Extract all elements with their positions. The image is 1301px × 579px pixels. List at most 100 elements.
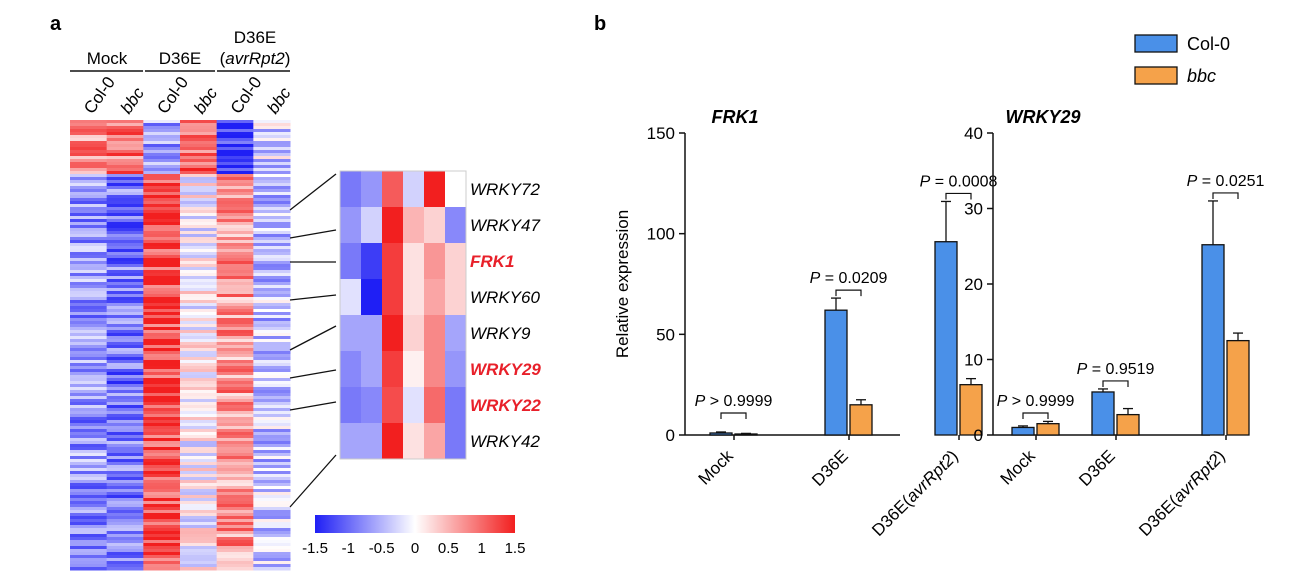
- heatmap-cell: [180, 210, 218, 214]
- heatmap-cell: [106, 528, 144, 532]
- heatmap-cell: [216, 459, 254, 463]
- heatmap-cell: [106, 510, 144, 514]
- panel-b-label: b: [594, 13, 606, 35]
- heatmap-cell: [143, 495, 181, 499]
- zoom-heatmap-cell: [403, 243, 425, 280]
- y-tick-label: 150: [647, 124, 675, 143]
- heatmap-cell: [216, 528, 254, 532]
- heatmap-cell: [253, 243, 291, 247]
- heatmap-cell: [180, 249, 218, 253]
- heatmap-cell: [143, 240, 181, 244]
- heatmap-cell: [216, 441, 254, 445]
- heatmap-cell: [143, 399, 181, 403]
- heatmap-cell: [216, 432, 254, 436]
- zoom-heatmap-cell: [382, 351, 404, 388]
- heatmap-cell: [70, 324, 108, 328]
- heatmap-cell: [106, 459, 144, 463]
- heatmap-cell: [253, 150, 291, 154]
- heatmap-cell: [216, 438, 254, 442]
- heatmap-cell: [143, 411, 181, 415]
- heatmap-cell: [70, 489, 108, 493]
- heatmap-cell: [216, 204, 254, 208]
- heatmap-cell: [180, 507, 218, 511]
- heatmap-cell: [180, 456, 218, 460]
- heatmap-cell: [106, 426, 144, 430]
- heatmap-cell: [70, 477, 108, 481]
- heatmap-cell: [143, 468, 181, 472]
- heatmap-cell: [216, 384, 254, 388]
- heatmap-cell: [70, 234, 108, 238]
- heatmap-cell: [106, 399, 144, 403]
- heatmap-cell: [253, 369, 291, 373]
- heatmap-cell: [70, 270, 108, 274]
- heatmap-cell: [180, 351, 218, 355]
- heatmap-cell: [70, 372, 108, 376]
- heatmap-cell: [106, 495, 144, 499]
- heatmap-cell: [180, 168, 218, 172]
- color-scale-tick-label: 0.5: [438, 540, 459, 557]
- heatmap-cell: [216, 219, 254, 223]
- heatmap-cell: [70, 393, 108, 397]
- heatmap-cell: [70, 423, 108, 427]
- heatmap-cell: [143, 549, 181, 553]
- zoom-gene-label: WRKY29: [470, 360, 541, 379]
- zoom-heatmap-cell: [424, 315, 446, 352]
- zoom-heatmap-border: [339, 170, 467, 460]
- heatmap-cell: [70, 483, 108, 487]
- heatmap-cell: [143, 450, 181, 454]
- heatmap-cell: [253, 348, 291, 352]
- heatmap-cell: [143, 288, 181, 292]
- heatmap-cell: [253, 282, 291, 286]
- heatmap-cell: [253, 279, 291, 283]
- heatmap-cell: [106, 264, 144, 268]
- heatmap-cell: [180, 552, 218, 556]
- heatmap-cell: [106, 564, 144, 568]
- heatmap-cell: [180, 513, 218, 517]
- heatmap-cell: [253, 375, 291, 379]
- heatmap-cell: [106, 480, 144, 484]
- heatmap-cell: [180, 216, 218, 220]
- heatmap-cell: [70, 561, 108, 565]
- bar: [709, 432, 733, 436]
- heatmap-cell: [216, 318, 254, 322]
- heatmap-cell: [70, 219, 108, 223]
- x-category-label: Mock: [997, 446, 1040, 489]
- heatmap-cell: [216, 324, 254, 328]
- heatmap-cell: [143, 312, 181, 316]
- p-value-label: P = 0.9519: [1077, 361, 1155, 378]
- zoom-heatmap-cell: [445, 423, 467, 460]
- heatmap-cell: [216, 381, 254, 385]
- heatmap-cell: [253, 234, 291, 238]
- heatmap-cell: [216, 546, 254, 550]
- heatmap-cell: [180, 417, 218, 421]
- heatmap-cell: [106, 222, 144, 226]
- heatmap-cell: [253, 285, 291, 289]
- heatmap-cell: [106, 285, 144, 289]
- heatmap-cell: [143, 492, 181, 496]
- heatmap-cell: [70, 315, 108, 319]
- heatmap-cell: [180, 207, 218, 211]
- heatmap-cell: [70, 384, 108, 388]
- heatmap-cell: [253, 543, 291, 547]
- heatmap-cell: [106, 537, 144, 541]
- heatmap-cell: [106, 120, 144, 124]
- heatmap-cell: [143, 282, 181, 286]
- heatmap-cell: [70, 327, 108, 331]
- heatmap-cell: [106, 432, 144, 436]
- legend-swatch: [1134, 34, 1178, 53]
- heatmap-cell: [216, 126, 254, 130]
- heatmap-cell: [70, 558, 108, 562]
- heatmap-cell: [70, 540, 108, 544]
- zoom-gene-label: WRKY47: [470, 216, 540, 235]
- heatmap-cell: [180, 555, 218, 559]
- heatmap-cell: [143, 228, 181, 232]
- heatmap-cell: [70, 279, 108, 283]
- heatmap-cell: [70, 414, 108, 418]
- heatmap-cell: [106, 504, 144, 508]
- heatmap-cell: [70, 255, 108, 259]
- heatmap-cell: [70, 297, 108, 301]
- heatmap-cell: [106, 369, 144, 373]
- heatmap-cell: [70, 357, 108, 361]
- heatmap-cell: [143, 171, 181, 175]
